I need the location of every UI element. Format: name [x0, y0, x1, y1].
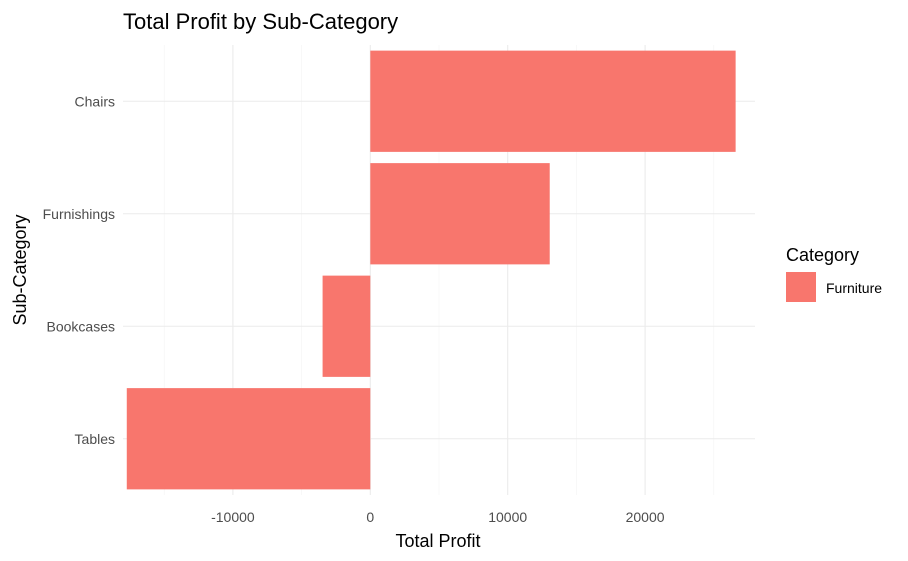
legend-label-furniture: Furniture: [826, 280, 882, 296]
y-tick-label: Furnishings: [43, 206, 115, 222]
x-tick-label: 0: [366, 509, 374, 525]
y-axis-ticks: Tables Bookcases Furnishings Chairs: [43, 93, 115, 447]
y-tick-label: Bookcases: [47, 318, 115, 334]
legend-key-furniture: [786, 272, 816, 302]
plot-area: [123, 45, 755, 495]
bars: [126, 50, 736, 490]
y-axis-title: Sub-Category: [10, 214, 30, 325]
legend: Category Furniture: [786, 245, 882, 302]
x-tick-label: 20000: [626, 509, 665, 525]
x-axis-ticks: -10000 0 10000 20000: [211, 509, 665, 525]
legend-title: Category: [786, 245, 859, 265]
x-tick-label: -10000: [211, 509, 255, 525]
bar-furnishings: [370, 163, 550, 265]
y-tick-label: Chairs: [75, 93, 115, 109]
x-tick-label: 10000: [488, 509, 527, 525]
bar-chairs: [370, 50, 736, 152]
bar-bookcases: [322, 275, 371, 377]
bar-tables: [126, 388, 371, 490]
x-axis-title: Total Profit: [395, 531, 480, 551]
chart-title: Total Profit by Sub-Category: [123, 9, 398, 34]
y-tick-label: Tables: [75, 431, 115, 447]
